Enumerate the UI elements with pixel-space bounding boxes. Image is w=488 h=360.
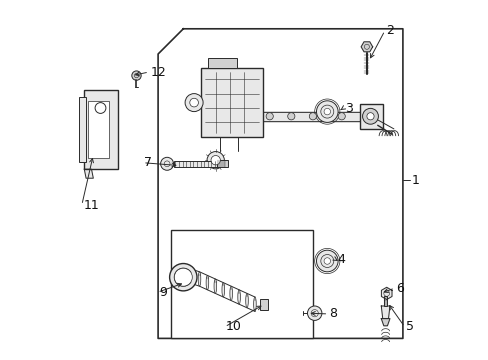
Text: 4: 4 xyxy=(337,253,345,266)
Circle shape xyxy=(160,157,173,170)
Ellipse shape xyxy=(253,297,256,311)
Text: 2: 2 xyxy=(385,24,393,37)
Polygon shape xyxy=(381,306,389,319)
Circle shape xyxy=(132,71,141,80)
Ellipse shape xyxy=(245,293,248,308)
Polygon shape xyxy=(381,287,391,300)
Ellipse shape xyxy=(198,272,201,286)
Polygon shape xyxy=(361,42,372,52)
Circle shape xyxy=(316,101,337,122)
Bar xyxy=(79,97,86,162)
Polygon shape xyxy=(381,319,389,326)
Circle shape xyxy=(95,103,106,113)
Circle shape xyxy=(287,113,294,120)
Circle shape xyxy=(320,255,333,267)
Circle shape xyxy=(337,113,345,120)
Bar xyxy=(88,101,109,158)
Circle shape xyxy=(309,113,316,120)
Circle shape xyxy=(189,98,198,107)
Ellipse shape xyxy=(206,275,208,290)
Bar xyxy=(217,160,228,167)
Ellipse shape xyxy=(222,283,224,297)
Bar xyxy=(173,161,220,167)
Circle shape xyxy=(324,258,330,264)
Bar xyxy=(359,104,382,129)
Bar xyxy=(84,90,118,169)
Circle shape xyxy=(169,264,197,291)
Text: 12: 12 xyxy=(151,66,166,78)
Text: 7: 7 xyxy=(144,156,152,169)
Polygon shape xyxy=(84,169,93,178)
Text: 11: 11 xyxy=(83,199,99,212)
Circle shape xyxy=(324,108,330,115)
Circle shape xyxy=(206,152,224,169)
Text: 9: 9 xyxy=(159,286,166,299)
Bar xyxy=(201,68,262,137)
Bar xyxy=(383,296,386,306)
Circle shape xyxy=(211,156,220,165)
Circle shape xyxy=(362,108,378,124)
Bar xyxy=(262,112,363,121)
Circle shape xyxy=(265,113,273,120)
Ellipse shape xyxy=(237,290,240,304)
Circle shape xyxy=(307,306,321,320)
Circle shape xyxy=(320,105,333,118)
Circle shape xyxy=(174,268,192,286)
Circle shape xyxy=(366,113,373,120)
Text: 10: 10 xyxy=(225,320,241,333)
Ellipse shape xyxy=(214,279,216,293)
Circle shape xyxy=(185,94,203,112)
Text: 1: 1 xyxy=(410,174,418,186)
Bar xyxy=(260,299,268,310)
Bar xyxy=(170,230,312,338)
Ellipse shape xyxy=(229,286,232,301)
Circle shape xyxy=(316,250,337,272)
Text: 3: 3 xyxy=(344,102,352,114)
Text: 6: 6 xyxy=(395,282,403,294)
Text: 5: 5 xyxy=(405,320,413,333)
Bar xyxy=(208,58,237,68)
Text: 8: 8 xyxy=(329,307,337,320)
